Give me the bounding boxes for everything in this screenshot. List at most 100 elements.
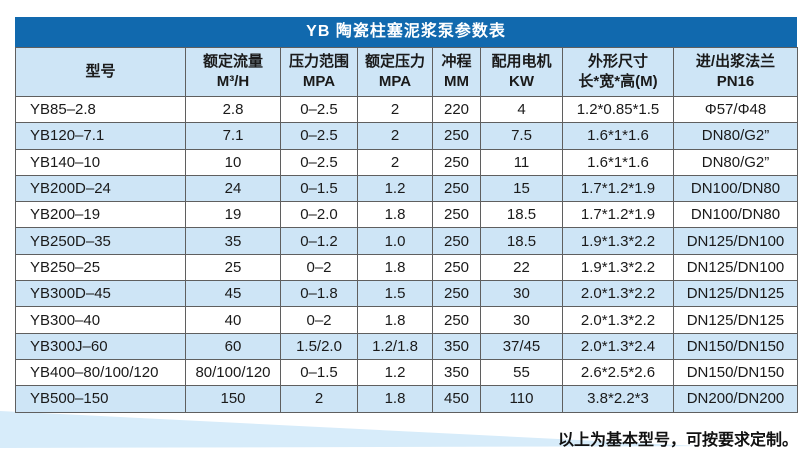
column-header-4: 冲程 MM bbox=[432, 47, 481, 97]
table-row: YB200D–24 24 0–1.5 1.2 250 15 1.7*1.2*1.9 DN100… bbox=[15, 174, 798, 203]
table-cell: DN150/DN150 bbox=[673, 358, 798, 387]
table-cell: 1.7*1.2*1.9 bbox=[562, 174, 674, 203]
table-cell: 350 bbox=[432, 332, 481, 360]
table-cell: 250 bbox=[432, 227, 481, 255]
table-cell: 1.8 bbox=[357, 385, 433, 413]
column-unit: PN16 bbox=[716, 73, 755, 90]
table-cell: 1.0 bbox=[357, 227, 433, 255]
table-cell: 450 bbox=[432, 385, 481, 413]
table-cell: 1.2/1.8 bbox=[357, 332, 433, 360]
model-cell: YB300–40 bbox=[15, 306, 186, 334]
table-cell: 0–2.5 bbox=[280, 122, 358, 150]
model-cell: YB250D–35 bbox=[15, 227, 186, 255]
model-cell: YB300D–45 bbox=[15, 280, 186, 308]
model-cell: YB250–25 bbox=[15, 253, 186, 282]
column-header-2: 压力范围 MPA bbox=[280, 47, 358, 97]
table-row: YB250–25 25 0–2 1.8 250 22 1.9*1.3*2.2 DN125/DN… bbox=[15, 253, 798, 282]
table-cell: DN100/DN80 bbox=[673, 201, 798, 229]
table-cell: 1.9*1.3*2.2 bbox=[562, 253, 674, 282]
table-cell: 0–2 bbox=[280, 306, 358, 334]
table-row: YB300D–45 45 0–1.8 1.5 250 30 2.0*1.3*2.2 DN125… bbox=[15, 280, 798, 308]
table-cell: 1.8 bbox=[357, 253, 433, 282]
table-cell: 7.1 bbox=[185, 122, 281, 150]
table-cell: 3.8*2.2*3 bbox=[562, 385, 674, 413]
table-cell: 2 bbox=[357, 95, 433, 124]
column-name: 配用电机 bbox=[491, 52, 552, 70]
table-cell: 110 bbox=[480, 385, 563, 413]
table-cell: 250 bbox=[432, 174, 481, 203]
column-header-7: 进/出浆法兰 PN16 bbox=[673, 47, 798, 97]
table-cell: 45 bbox=[185, 280, 281, 308]
column-unit: KW bbox=[509, 73, 534, 90]
table-cell: 2 bbox=[357, 148, 433, 176]
table-body: YB85–2.8 2.8 0–2.5 2 220 4 1.2*0.85*1.5 Φ57/Φ48… bbox=[15, 95, 798, 413]
table-row: YB85–2.8 2.8 0–2.5 2 220 4 1.2*0.85*1.5 Φ57/Φ48 bbox=[15, 95, 798, 124]
table-cell: 0–1.5 bbox=[280, 174, 358, 203]
table-cell: 2 bbox=[280, 385, 358, 413]
model-cell: YB140–10 bbox=[15, 148, 186, 176]
table-cell: 150 bbox=[185, 385, 281, 413]
table-cell: 220 bbox=[432, 95, 481, 124]
table-cell: 25 bbox=[185, 253, 281, 282]
table-cell: 35 bbox=[185, 227, 281, 255]
table-cell: 350 bbox=[432, 358, 481, 387]
table-cell: 0–2.5 bbox=[280, 148, 358, 176]
table-cell: DN125/DN125 bbox=[673, 306, 798, 334]
table-cell: 1.2 bbox=[357, 174, 433, 203]
column-unit: M³/H bbox=[216, 73, 250, 90]
table-cell: 250 bbox=[432, 306, 481, 334]
table-cell: 30 bbox=[480, 280, 563, 308]
table-cell: 4 bbox=[480, 95, 563, 124]
table-cell: Φ57/Φ48 bbox=[673, 95, 798, 124]
table-cell: 1.6*1*1.6 bbox=[562, 148, 674, 176]
table-cell: 0–1.2 bbox=[280, 227, 358, 255]
table-cell: 80/100/120 bbox=[185, 358, 281, 387]
model-cell: YB120–7.1 bbox=[15, 122, 186, 150]
table-cell: 250 bbox=[432, 201, 481, 229]
table-cell: 24 bbox=[185, 174, 281, 203]
table-cell: 2.8 bbox=[185, 95, 281, 124]
table-row: YB200–19 19 0–2.0 1.8 250 18.5 1.7*1.2*1.9 DN10… bbox=[15, 201, 798, 229]
column-name: 外形尺寸 bbox=[587, 52, 648, 70]
table-cell: DN80/G2” bbox=[673, 148, 798, 176]
table-cell: 1.5/2.0 bbox=[280, 332, 358, 360]
column-name: 压力范围 bbox=[288, 52, 349, 70]
table-cell: 37/45 bbox=[480, 332, 563, 360]
table-title: YB 陶瓷柱塞泥浆泵参数表 bbox=[15, 17, 797, 47]
table-cell: 0–1.8 bbox=[280, 280, 358, 308]
table-cell: 1.8 bbox=[357, 306, 433, 334]
table-cell: DN150/DN150 bbox=[673, 332, 798, 360]
table-row: YB300J–60 60 1.5/2.0 1.2/1.8 350 37/45 2.0*1.3… bbox=[15, 332, 798, 360]
table-row: YB120–7.1 7.1 0–2.5 2 250 7.5 1.6*1*1.6 DN80/G2… bbox=[15, 122, 798, 150]
table-cell: 10 bbox=[185, 148, 281, 176]
column-name: 额定压力 bbox=[364, 52, 425, 70]
table-cell: 18.5 bbox=[480, 227, 563, 255]
table-cell: 2.6*2.5*2.6 bbox=[562, 358, 674, 387]
header-row: 型号 额定流量 M³/H 压力范围 MPA 额定压力 MPA 冲程 MM 配用电机 KW 外形尺寸 长*… bbox=[15, 47, 798, 97]
table-cell: 1.7*1.2*1.9 bbox=[562, 201, 674, 229]
table-cell: 0–1.5 bbox=[280, 358, 358, 387]
table-cell: 1.2 bbox=[357, 358, 433, 387]
table-cell: DN200/DN200 bbox=[673, 385, 798, 413]
table-cell: 1.5 bbox=[357, 280, 433, 308]
table-cell: 250 bbox=[432, 253, 481, 282]
model-cell: YB200–19 bbox=[15, 201, 186, 229]
footnote-text: 以上为基本型号，可按要求定制。 bbox=[557, 432, 798, 449]
column-header-0: 型号 bbox=[15, 47, 186, 97]
table-cell: 15 bbox=[480, 174, 563, 203]
table-cell: 1.9*1.3*2.2 bbox=[562, 227, 674, 255]
table-cell: 1.6*1*1.6 bbox=[562, 122, 674, 150]
table-cell: 0–2.5 bbox=[280, 95, 358, 124]
table-cell: 7.5 bbox=[480, 122, 563, 150]
table-cell: 30 bbox=[480, 306, 563, 334]
column-name: 型号 bbox=[85, 62, 116, 80]
column-name: 额定流量 bbox=[202, 52, 263, 70]
table-cell: DN80/G2” bbox=[673, 122, 798, 150]
table-cell: DN125/DN125 bbox=[673, 280, 798, 308]
table-cell: DN100/DN80 bbox=[673, 174, 798, 203]
table-cell: 60 bbox=[185, 332, 281, 360]
table-cell: 18.5 bbox=[480, 201, 563, 229]
model-cell: YB500–150 bbox=[15, 385, 186, 413]
column-name: 冲程 bbox=[441, 52, 472, 70]
table-cell: 2.0*1.3*2.2 bbox=[562, 280, 674, 308]
